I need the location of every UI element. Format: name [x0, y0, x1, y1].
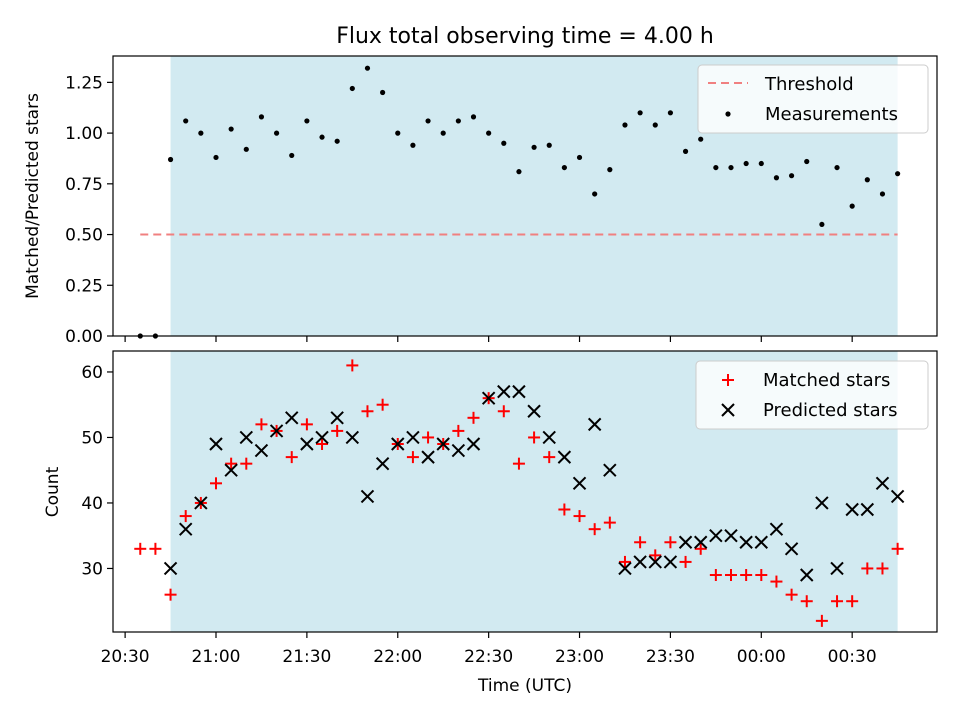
- measurement-point: [562, 165, 567, 170]
- measurement-point: [683, 149, 688, 154]
- bottom-x-tick-label: 00:00: [737, 647, 786, 667]
- chart-figure: Flux total observing time = 4.00 h 0.00 0…: [0, 0, 960, 720]
- measurement-point: [698, 137, 703, 142]
- predicted-legend-label: Predicted stars: [763, 400, 897, 421]
- measurement-point: [289, 153, 294, 158]
- bottom-legend: Matched stars Predicted stars: [696, 361, 928, 429]
- measurement-point: [168, 157, 173, 162]
- measurement-point: [880, 191, 885, 196]
- measurement-point: [744, 161, 749, 166]
- measurement-point: [728, 165, 733, 170]
- top-y-tick-label: 0.00: [65, 327, 103, 347]
- threshold-legend-label: Threshold: [764, 74, 854, 95]
- measurement-point: [789, 173, 794, 178]
- measurement-point: [592, 191, 597, 196]
- bottom-y-axis-label: Count: [43, 466, 63, 517]
- measurement-point: [547, 143, 552, 148]
- measurement-point: [668, 110, 673, 115]
- bottom-y-tick-label: 40: [81, 494, 103, 514]
- measurement-point: [486, 131, 491, 136]
- measurements-legend-label: Measurements: [765, 104, 898, 125]
- top-y-tick-label: 1.00: [65, 124, 103, 144]
- bottom-x-tick-label: 22:30: [464, 647, 513, 667]
- top-y-tick-label: 1.25: [65, 73, 103, 93]
- measurement-point: [653, 122, 658, 127]
- measurement-point: [577, 155, 582, 160]
- measurement-point: [259, 114, 264, 119]
- bottom-y-tick-label: 30: [81, 559, 103, 579]
- bottom-x-tick-label: 21:30: [282, 647, 331, 667]
- top-legend: Threshold Measurements: [698, 65, 928, 133]
- measurement-point: [865, 177, 870, 182]
- measurement-point: [774, 175, 779, 180]
- measurement-point: [804, 159, 809, 164]
- measurements-legend-swatch: [725, 111, 730, 116]
- bottom-x-tick-label: 23:30: [646, 647, 695, 667]
- measurement-point: [441, 131, 446, 136]
- matched-star-point: [149, 543, 161, 555]
- measurement-point: [183, 118, 188, 123]
- measurement-point: [456, 118, 461, 123]
- measurement-point: [895, 171, 900, 176]
- measurement-point: [471, 114, 476, 119]
- measurement-point: [531, 145, 536, 150]
- measurement-point: [425, 118, 430, 123]
- measurement-point: [759, 161, 764, 166]
- measurement-point: [713, 165, 718, 170]
- measurement-point: [365, 66, 370, 71]
- top-y-tick-label: 0.50: [65, 226, 103, 246]
- measurement-point: [622, 122, 627, 127]
- bottom-x-tick-label: 00:30: [828, 647, 877, 667]
- top-y-axis-label: Matched/Predicted stars: [23, 93, 43, 299]
- measurement-point: [244, 147, 249, 152]
- x-axis-label: Time (UTC): [477, 676, 572, 696]
- measurement-point: [350, 86, 355, 91]
- measurement-point: [819, 222, 824, 227]
- measurement-point: [304, 118, 309, 123]
- measurement-point: [501, 141, 506, 146]
- measurement-point: [607, 167, 612, 172]
- matched-star-point: [134, 543, 146, 555]
- measurement-point: [516, 169, 521, 174]
- bottom-x-tick-label: 20:30: [101, 647, 150, 667]
- measurement-point: [834, 165, 839, 170]
- top-y-tick-label: 0.25: [65, 276, 103, 296]
- bottom-x-tick-label: 22:00: [373, 647, 422, 667]
- measurement-point: [335, 139, 340, 144]
- measurement-point: [198, 131, 203, 136]
- measurement-point: [410, 143, 415, 148]
- bottom-y-tick-label: 60: [81, 363, 103, 383]
- measurement-point: [213, 155, 218, 160]
- measurement-point: [319, 135, 324, 140]
- measurement-point: [850, 204, 855, 209]
- measurement-point: [395, 131, 400, 136]
- measurement-point: [638, 110, 643, 115]
- matched-legend-label: Matched stars: [763, 370, 890, 391]
- measurement-point: [380, 90, 385, 95]
- measurement-point: [274, 131, 279, 136]
- bottom-x-tick-label: 21:00: [192, 647, 241, 667]
- top-y-tick-label: 0.75: [65, 175, 103, 195]
- measurement-point: [229, 126, 234, 131]
- bottom-x-tick-label: 23:00: [555, 647, 604, 667]
- bottom-y-tick-label: 50: [81, 428, 103, 448]
- chart-title: Flux total observing time = 4.00 h: [336, 24, 714, 49]
